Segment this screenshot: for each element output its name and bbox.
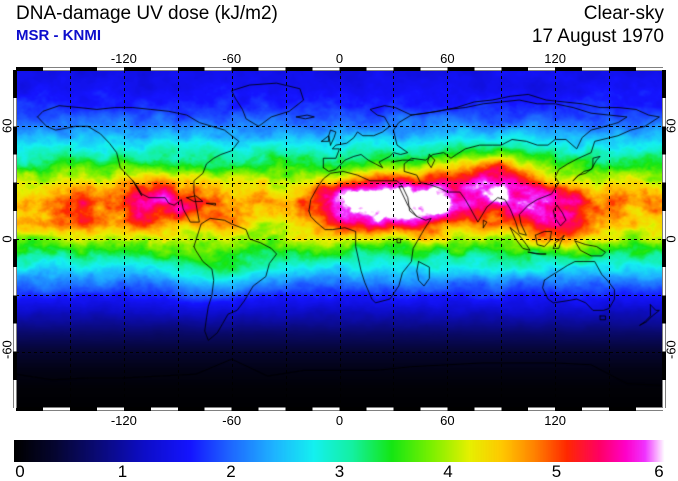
colorbar-tick-3: 3: [334, 462, 345, 481]
ytick-right-0: 0: [663, 235, 678, 243]
frame-tick-white: [150, 407, 178, 411]
world-map-plot: [16, 70, 663, 408]
ytick-left-0: 0: [0, 235, 15, 243]
ytick-left--60: -60: [0, 339, 15, 359]
xtick-top-120: 120: [544, 51, 567, 66]
frame-tick-white: [42, 407, 70, 411]
xtick-top-60: 60: [440, 51, 455, 66]
frame-tick-white: [662, 154, 666, 183]
colorbar-tick-2: 2: [226, 462, 236, 481]
graticule-overlay: [16, 70, 663, 408]
xtick-bottom-60: 60: [440, 413, 455, 428]
ytick-right-60: 60: [663, 118, 678, 134]
colorbar-tick-5: 5: [551, 462, 562, 481]
frame-tick-white: [582, 407, 610, 411]
frame-tick-white: [258, 407, 286, 411]
frame-tick-white: [204, 407, 232, 411]
frame-tick-white: [636, 407, 663, 411]
colorbar-tick-1: 1: [117, 462, 128, 481]
colorbar-tick-0: 0: [15, 462, 25, 481]
frame-tick-white: [312, 407, 340, 411]
xtick-bottom-120: 120: [544, 413, 567, 428]
colorbar-gradient: [14, 440, 665, 462]
frame-tick-white: [420, 407, 448, 411]
colorbar: [14, 440, 665, 462]
ytick-left-60: 60: [0, 118, 15, 134]
colorbar-tick-6: 6: [654, 462, 664, 481]
frame-tick-white: [662, 379, 666, 408]
frame-tick-white: [528, 407, 556, 411]
sky-condition-label: Clear-sky: [583, 3, 664, 24]
date-label: 17 August 1970: [531, 26, 664, 47]
frame-tick-white: [474, 407, 502, 411]
xtick-bottom--60: -60: [222, 413, 242, 428]
frame-tick-white: [366, 407, 394, 411]
frame-tick-white: [96, 407, 124, 411]
page-title: DNA-damage UV dose (kJ/m2): [16, 3, 278, 24]
xtick-top-0: 0: [335, 51, 344, 66]
xtick-top--60: -60: [222, 51, 242, 66]
source-attribution: MSR - KNMI: [16, 27, 101, 44]
xtick-bottom-0: 0: [335, 413, 344, 428]
xtick-top--120: -120: [110, 51, 137, 66]
frame-tick-white: [662, 267, 666, 296]
colorbar-tick-4: 4: [443, 462, 453, 481]
xtick-bottom--120: -120: [110, 413, 137, 428]
ytick-right--60: -60: [663, 339, 678, 359]
